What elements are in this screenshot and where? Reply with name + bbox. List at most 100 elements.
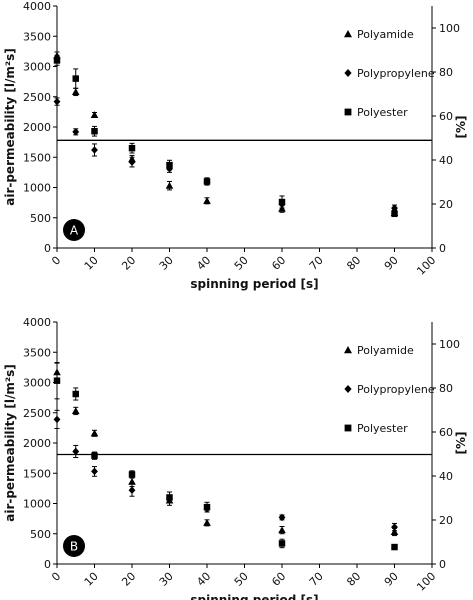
data-point <box>72 128 80 136</box>
x-tick-label: 60 <box>269 254 288 273</box>
x-tick-label: 90 <box>382 570 401 589</box>
data-point <box>90 111 99 118</box>
y2-tick-label: 40 <box>439 154 453 167</box>
x-tick-label: 50 <box>232 254 251 273</box>
x-tick-label: 40 <box>194 570 213 589</box>
y-tick-label: 3500 <box>23 346 51 359</box>
y2-tick-label: 20 <box>439 198 453 211</box>
x-tick-label: 30 <box>157 254 176 273</box>
x-tick-label: 100 <box>414 570 438 594</box>
x-tick-label: 0 <box>49 254 63 268</box>
y-axis-title: air-permeability [l/m²s] <box>3 364 17 522</box>
series-polyester <box>53 55 398 218</box>
y2-tick-label: 40 <box>439 470 453 483</box>
y2-tick-label: 0 <box>439 242 446 255</box>
legend-marker-diamond <box>344 69 352 77</box>
legend-label: Polyester <box>357 106 408 119</box>
y2-tick-label: 60 <box>439 110 453 123</box>
y-tick-label: 1000 <box>23 182 51 195</box>
y-tick-label: 0 <box>44 242 51 255</box>
x-tick-label: 60 <box>269 570 288 589</box>
chart-panel-b: 0500100015002000250030003500400002040608… <box>3 316 468 600</box>
panel-label-badge <box>63 219 85 241</box>
y-tick-label: 1500 <box>23 151 51 164</box>
data-point <box>72 390 79 398</box>
y-tick-label: 2000 <box>23 121 51 134</box>
data-point <box>391 210 398 217</box>
data-point <box>71 88 80 95</box>
y2-tick-label: 100 <box>439 338 460 351</box>
y-tick-label: 500 <box>30 528 51 541</box>
y-tick-label: 3000 <box>23 61 51 74</box>
x-tick-label: 50 <box>232 570 251 589</box>
legend-label: Polypropylene <box>357 67 435 80</box>
data-point <box>278 198 286 206</box>
y-tick-label: 500 <box>30 212 51 225</box>
y-axis-title: air-permeability [l/m²s] <box>3 48 17 206</box>
data-point <box>278 513 286 522</box>
data-point <box>128 471 136 478</box>
legend-marker-square <box>344 108 352 116</box>
legend-marker-diamond <box>344 385 352 393</box>
legend-marker-triangle <box>344 346 352 354</box>
y2-tick-label: 20 <box>439 514 453 527</box>
data-point <box>128 158 136 166</box>
x-axis-title: spinning period [s] <box>190 277 318 291</box>
x-tick-label: 80 <box>344 570 363 589</box>
y-tick-label: 3000 <box>23 377 51 390</box>
y2-axis-title: [%] <box>454 432 468 455</box>
data-point <box>203 503 211 511</box>
y-tick-label: 3500 <box>23 30 51 43</box>
data-point <box>91 128 98 135</box>
panel-label: B <box>70 540 78 554</box>
data-point <box>203 197 211 204</box>
x-tick-label: 30 <box>157 570 176 589</box>
series-polyamide <box>53 51 399 217</box>
legend: Polyamide Polypropylene Polyester <box>344 344 435 435</box>
x-tick-label: 10 <box>82 570 101 589</box>
data-point <box>91 146 98 154</box>
data-point <box>91 467 98 476</box>
y2-tick-label: 60 <box>439 426 453 439</box>
x-tick-label: 0 <box>49 570 63 584</box>
panel-label: A <box>70 224 79 238</box>
data-point <box>90 429 99 437</box>
x-tick-label: 80 <box>344 254 363 273</box>
y-tick-label: 2500 <box>23 407 51 420</box>
y-tick-label: 4000 <box>23 0 51 13</box>
x-tick-label: 10 <box>82 254 101 273</box>
data-point <box>278 526 286 534</box>
y-tick-label: 2500 <box>23 91 51 104</box>
data-point <box>165 181 174 189</box>
data-point <box>53 97 61 106</box>
x-tick-label: 20 <box>119 254 138 273</box>
panel-label-badge <box>63 535 85 557</box>
data-point <box>53 377 61 384</box>
y2-tick-label: 80 <box>439 382 453 395</box>
data-point <box>391 204 398 212</box>
data-point <box>166 494 173 501</box>
y-tick-label: 0 <box>44 558 51 571</box>
data-point <box>391 523 398 531</box>
chart-panel-a: 0500100015002000250030003500400002040608… <box>3 0 468 291</box>
y2-tick-label: 80 <box>439 66 453 79</box>
legend: Polyamide Polypropylene Polyester <box>344 28 435 119</box>
y-tick-label: 1000 <box>23 498 51 511</box>
data-point <box>128 144 136 152</box>
x-tick-label: 70 <box>307 254 326 273</box>
y2-tick-label: 0 <box>439 558 446 571</box>
x-tick-label: 70 <box>307 570 326 589</box>
data-point <box>128 486 136 494</box>
legend-marker-triangle <box>344 30 352 38</box>
data-point <box>203 178 211 185</box>
x-axis-title: spinning period [s] <box>190 593 318 600</box>
data-point <box>128 477 136 485</box>
x-tick-label: 20 <box>119 570 138 589</box>
data-point <box>390 528 399 535</box>
y-tick-label: 4000 <box>23 316 51 329</box>
data-point <box>203 519 211 526</box>
y2-axis-title: [%] <box>454 116 468 139</box>
data-point <box>166 161 173 169</box>
data-point <box>278 540 286 547</box>
